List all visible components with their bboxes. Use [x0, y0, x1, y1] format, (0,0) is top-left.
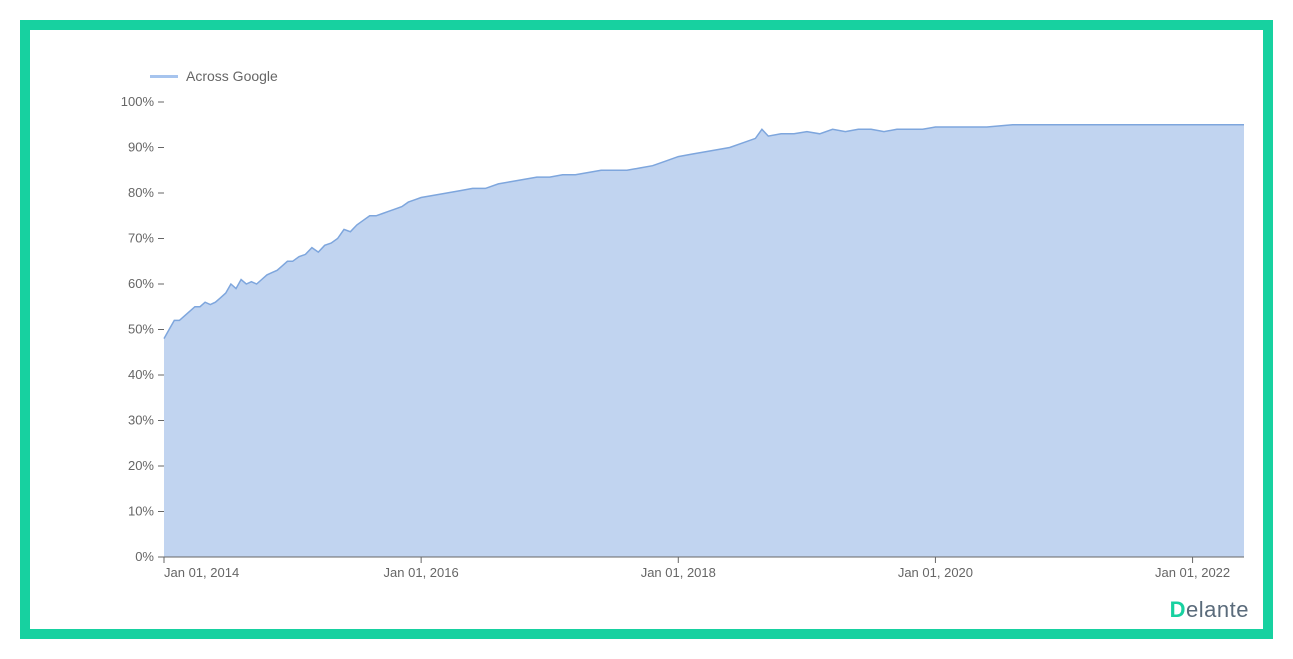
legend-swatch	[150, 75, 178, 78]
x-tick-label: Jan 01, 2018	[641, 565, 716, 580]
brand-letter-d: D	[1170, 597, 1186, 622]
x-tick-label: Jan 01, 2016	[384, 565, 459, 580]
area-chart: 0% 10% 20% 30% 40% 50% 60% 70% 80% 90% 100% Jan 01,…	[90, 60, 1260, 590]
y-tick-label: 20%	[128, 458, 154, 473]
chart-legend: Across Google	[150, 68, 278, 84]
y-tick-label: 50%	[128, 322, 154, 337]
y-tick-label: 60%	[128, 276, 154, 291]
y-tick-label: 30%	[128, 413, 154, 428]
legend-label: Across Google	[186, 68, 278, 84]
y-tick-label: 100%	[121, 94, 155, 109]
chart-frame: Across Google 0% 10% 20% 30% 40% 50% 60% 70% 80%…	[20, 20, 1273, 639]
y-tick-label: 90%	[128, 140, 154, 155]
x-tick-label: Jan 01, 2014	[164, 565, 239, 580]
x-tick-label: Jan 01, 2022	[1155, 565, 1230, 580]
area-fill	[164, 125, 1244, 557]
y-tick-label: 70%	[128, 231, 154, 246]
brand-rest: elante	[1186, 597, 1249, 622]
y-tick-label: 40%	[128, 367, 154, 382]
y-tick-label: 10%	[128, 504, 154, 519]
y-tick-label: 0%	[135, 549, 154, 564]
brand-logo: Delante	[1170, 597, 1249, 623]
chart-container: Across Google 0% 10% 20% 30% 40% 50% 60% 70% 80%…	[90, 60, 1260, 590]
y-tick-label: 80%	[128, 185, 154, 200]
x-tick-label: Jan 01, 2020	[898, 565, 973, 580]
